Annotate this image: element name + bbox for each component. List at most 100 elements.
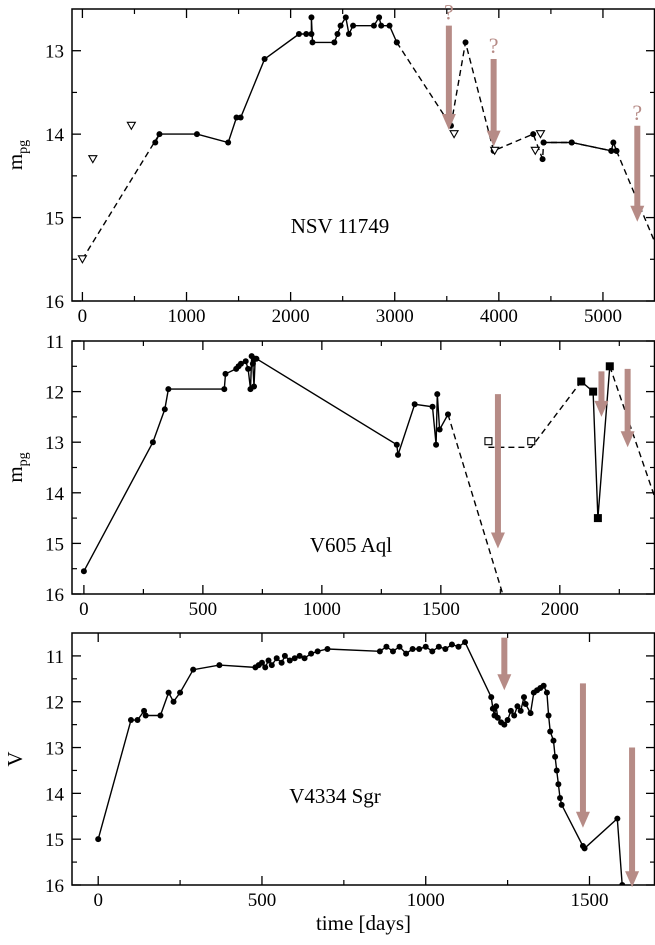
data-point xyxy=(554,767,560,773)
data-point xyxy=(430,404,436,410)
data-point xyxy=(518,708,524,714)
decline-arrow-head xyxy=(497,674,511,690)
upper-limit-point xyxy=(78,256,86,263)
filled-square-point xyxy=(589,388,597,396)
data-point xyxy=(334,31,340,37)
data-point xyxy=(238,114,244,120)
y-tick-label: 12 xyxy=(45,693,64,714)
data-point xyxy=(449,641,455,647)
data-point xyxy=(412,401,418,407)
data-point xyxy=(608,148,614,154)
y-tick-label: 15 xyxy=(45,830,64,851)
data-point xyxy=(462,639,468,645)
x-tick-label: 1500 xyxy=(570,890,608,911)
data-point xyxy=(308,14,314,20)
upper-limit-point xyxy=(127,122,135,129)
series-line xyxy=(448,414,503,594)
x-tick-label: 3000 xyxy=(376,306,414,327)
data-point xyxy=(309,39,315,45)
data-point xyxy=(463,39,469,45)
y-tick-label: 13 xyxy=(45,739,64,760)
x-tick-label: 5000 xyxy=(584,306,622,327)
data-point xyxy=(493,703,499,709)
upper-limit-point xyxy=(536,131,544,138)
open-square-point xyxy=(485,438,492,445)
data-point xyxy=(521,694,527,700)
data-point xyxy=(157,712,163,718)
question-mark: ? xyxy=(444,0,454,25)
filled-square-point xyxy=(594,514,602,522)
data-point xyxy=(546,712,552,718)
data-point xyxy=(377,648,383,654)
decline-arrow-head xyxy=(630,206,644,222)
data-point xyxy=(511,712,517,718)
x-tick-label: 0 xyxy=(79,599,89,620)
data-point xyxy=(403,651,409,657)
data-point xyxy=(302,655,308,661)
data-point xyxy=(547,729,553,735)
data-point xyxy=(128,717,134,723)
data-point xyxy=(171,699,177,705)
y-tick-label: 14 xyxy=(45,484,65,505)
y-tick-label: 11 xyxy=(46,647,64,668)
data-point xyxy=(324,646,330,652)
x-tick-label: 1500 xyxy=(422,599,460,620)
data-point xyxy=(269,662,275,668)
y-tick-label: 16 xyxy=(45,292,64,313)
x-tick-label: 0 xyxy=(78,306,88,327)
data-point xyxy=(541,139,547,145)
plot-frame xyxy=(72,633,655,885)
y-tick-label: 14 xyxy=(45,784,65,805)
y-tick-label: 16 xyxy=(45,876,64,897)
data-point xyxy=(225,139,231,145)
data-point xyxy=(390,648,396,654)
series-line xyxy=(84,356,448,571)
data-point xyxy=(559,802,565,808)
data-point xyxy=(243,358,249,364)
y-axis-label: mpg xyxy=(3,140,31,170)
open-square-point xyxy=(528,438,535,445)
x-tick-label: 2000 xyxy=(541,599,579,620)
data-point xyxy=(395,452,401,458)
upper-limit-point xyxy=(450,131,458,138)
data-point xyxy=(279,660,285,666)
decline-arrow-head xyxy=(491,532,505,548)
data-point xyxy=(410,646,416,652)
data-point xyxy=(166,690,172,696)
y-tick-label: 13 xyxy=(45,42,64,63)
data-point xyxy=(488,694,494,700)
x-tick-label: 0 xyxy=(93,890,103,911)
data-point xyxy=(378,23,384,29)
question-mark: ? xyxy=(632,100,642,125)
y-tick-label: 14 xyxy=(45,125,65,146)
data-point xyxy=(442,646,448,652)
data-point xyxy=(423,644,429,650)
data-point xyxy=(346,31,352,37)
data-point xyxy=(544,690,550,696)
object-label: NSV 11749 xyxy=(291,214,390,238)
data-point xyxy=(251,384,257,390)
data-point xyxy=(614,816,620,822)
data-point xyxy=(135,717,141,723)
filled-square-point xyxy=(577,377,585,385)
decline-arrow-head xyxy=(621,431,635,447)
data-point xyxy=(394,39,400,45)
series-line xyxy=(544,143,617,151)
data-point xyxy=(194,131,200,137)
data-point xyxy=(582,845,588,851)
data-point xyxy=(557,795,563,801)
data-point xyxy=(552,754,558,760)
data-point xyxy=(569,139,575,145)
x-tick-label: 1000 xyxy=(168,306,206,327)
data-point xyxy=(555,781,561,787)
upper-limit-point xyxy=(89,156,97,163)
upper-limit-point xyxy=(531,147,539,154)
data-point xyxy=(331,39,337,45)
data-point xyxy=(397,644,403,650)
x-tick-label: 500 xyxy=(248,890,277,911)
